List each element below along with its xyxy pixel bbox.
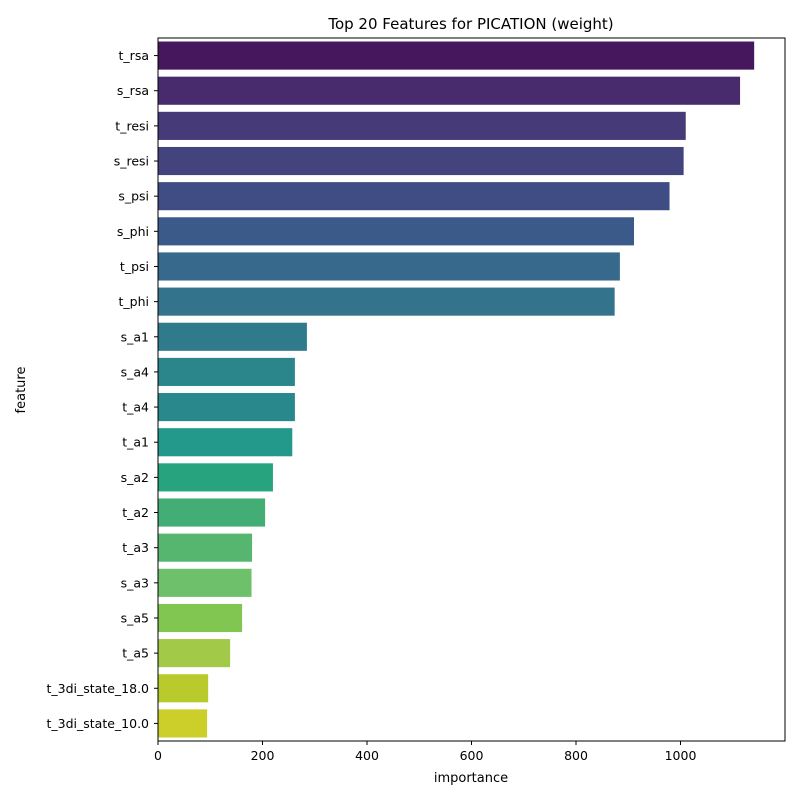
y-tick-label: t_a2	[122, 505, 149, 520]
y-tick-label: s_a4	[121, 364, 149, 379]
bars-group	[158, 41, 755, 738]
bar-t_rsa	[158, 41, 755, 70]
bar-t_phi	[158, 287, 615, 316]
y-tick-label: s_a2	[121, 470, 149, 485]
y-tick-label: t_a4	[122, 400, 149, 415]
bar-s_a3	[158, 568, 252, 597]
y-tick-label: t_phi	[119, 294, 149, 309]
bar-s_a4	[158, 357, 295, 386]
x-tick-label: 1000	[665, 748, 697, 763]
y-tick-label: t_a5	[122, 646, 149, 661]
y-tick-label: t_3di_state_18.0	[46, 681, 149, 696]
bar-t_a1	[158, 428, 293, 457]
bar-s_resi	[158, 146, 684, 176]
bar-s_psi	[158, 182, 670, 211]
y-tick-label: s_a5	[121, 610, 149, 625]
y-tick-label: s_a3	[121, 575, 149, 590]
x-tick-label: 800	[564, 748, 588, 763]
chart-title: Top 20 Features for PICATION (weight)	[327, 15, 613, 33]
y-tick-label: s_resi	[114, 154, 149, 169]
y-tick-label: t_resi	[115, 118, 149, 133]
bar-s_phi	[158, 217, 634, 246]
y-tick-label: t_a1	[122, 435, 149, 450]
x-axis-label: importance	[434, 771, 508, 786]
y-tick-label: s_a1	[121, 329, 149, 344]
y-tick-label: t_rsa	[119, 48, 149, 63]
y-axis-label: feature	[14, 367, 29, 414]
y-ticks-group: t_rsa s_rsa t_resi s_resi s_psi s_phi t_psi t_p…	[46, 48, 158, 731]
x-tick-label: 0	[154, 748, 162, 763]
x-ticks-group: 0 200 400 600 800 1000	[154, 741, 696, 763]
y-tick-label: t_psi	[120, 259, 149, 274]
bar-t_psi	[158, 252, 620, 281]
x-tick-label: 600	[460, 748, 484, 763]
x-tick-label: 200	[251, 748, 275, 763]
y-tick-label: t_3di_state_10.0	[46, 716, 149, 731]
bar-t_a2	[158, 498, 266, 527]
y-tick-label: s_rsa	[117, 83, 149, 98]
bar-s_a1	[158, 322, 307, 351]
plot-frame	[157, 37, 786, 742]
bar-t_a3	[158, 533, 253, 562]
x-tick-label: 400	[355, 748, 379, 763]
y-tick-label: t_a3	[122, 540, 149, 555]
bar-s_a5	[158, 603, 243, 633]
y-tick-label: s_phi	[117, 224, 149, 239]
y-tick-label: s_psi	[118, 189, 149, 204]
bar-t_a5	[158, 639, 231, 668]
bar-t_a4	[158, 393, 295, 422]
bar-t_resi	[158, 111, 686, 140]
bar-s_a2	[158, 463, 273, 492]
bar-t_3di_state_10.0	[158, 709, 208, 738]
bar-t_3di_state_18.0	[158, 674, 209, 703]
bar-s_rsa	[158, 76, 741, 105]
